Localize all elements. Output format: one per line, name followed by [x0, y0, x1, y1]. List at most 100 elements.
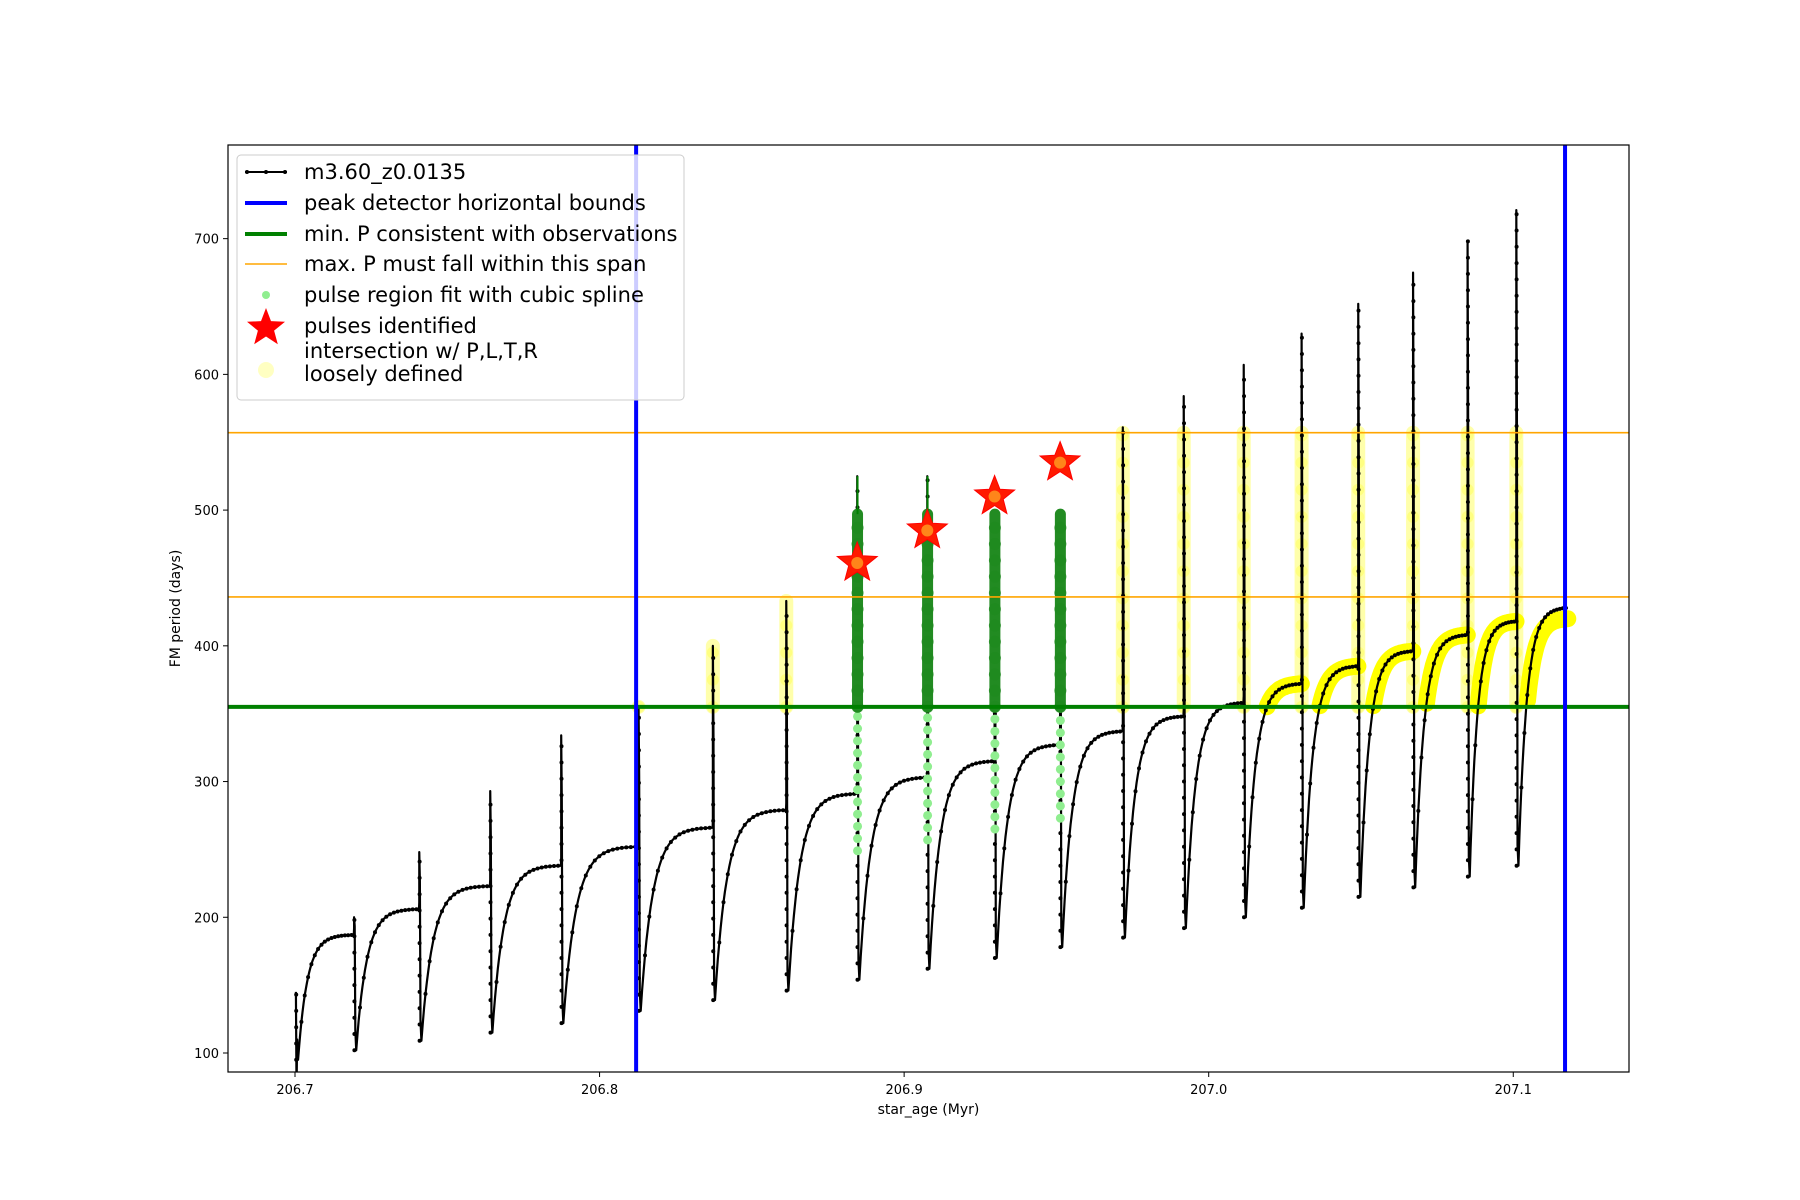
y-axis-label: FM period (days) — [168, 550, 184, 668]
model-track-point — [1356, 455, 1361, 460]
spline-point — [1054, 570, 1067, 583]
spline-point — [988, 635, 1001, 648]
model-track-point — [1179, 714, 1184, 719]
model-track-point — [1121, 675, 1126, 679]
model-track-point — [835, 793, 840, 798]
model-track-point — [939, 829, 944, 834]
model-track-point — [1411, 462, 1416, 466]
model-track-point — [427, 959, 432, 964]
model-track-point — [1392, 653, 1397, 658]
model-track-point — [855, 912, 860, 917]
model-track-point — [1232, 701, 1237, 706]
model-track-point — [1078, 764, 1083, 769]
model-track-point — [352, 934, 357, 939]
model-track-point — [1121, 723, 1126, 728]
x-axis-label: star_age (Myr) — [878, 1102, 980, 1118]
model-track-point — [711, 818, 716, 823]
model-track-point — [1273, 690, 1278, 695]
legend-label-line: intersection w/ P,L,T,R — [304, 339, 538, 363]
legend-handle-dot — [262, 291, 270, 299]
y-tick-label: 700 — [194, 233, 219, 248]
model-track-point — [1356, 504, 1361, 508]
model-track-point — [784, 874, 789, 879]
model-track-point — [1242, 410, 1246, 415]
spline-point — [988, 521, 1001, 534]
model-track-point — [1242, 557, 1246, 561]
model-track-point — [1484, 648, 1489, 653]
model-track-point — [1235, 701, 1240, 706]
model-track-point — [711, 900, 716, 905]
model-track-point — [1411, 413, 1416, 418]
model-track-point — [352, 983, 357, 988]
model-track-point — [583, 873, 588, 878]
model-track-point — [559, 744, 564, 749]
model-track-point — [1058, 831, 1063, 836]
model-track-point — [1299, 840, 1304, 845]
model-track-point — [294, 1057, 299, 1062]
model-track-point — [885, 791, 890, 796]
model-track-point — [628, 845, 633, 850]
model-track-point — [1287, 683, 1292, 688]
model-track-point — [1182, 486, 1186, 491]
model-track-point — [1411, 543, 1416, 548]
model-track-point — [647, 914, 652, 919]
model-track-point — [1071, 802, 1076, 807]
model-track-point — [794, 887, 799, 892]
legend-entry: intersection w/ P,L,T,R loosely defined — [258, 339, 538, 386]
model-track-point — [798, 858, 803, 863]
model-track-point — [302, 993, 307, 998]
model-track-point — [1242, 866, 1246, 871]
spline-point-light — [923, 786, 933, 796]
model-track-point — [1465, 776, 1470, 781]
model-track-point — [1121, 919, 1126, 924]
model-track-point — [488, 949, 493, 954]
model-track-point — [1356, 715, 1361, 720]
model-track-point — [1465, 695, 1470, 700]
model-track-point — [1299, 384, 1304, 389]
model-track-point — [958, 770, 963, 775]
model-track-point — [1299, 889, 1304, 894]
model-track-point — [1331, 673, 1335, 678]
model-track-point — [925, 852, 930, 857]
model-track-point — [1277, 687, 1282, 692]
spline-point-light — [923, 823, 933, 833]
model-track-point — [865, 873, 870, 878]
model-track-point — [1514, 733, 1519, 738]
model-track-point — [1182, 861, 1186, 865]
model-track-point — [1356, 878, 1361, 883]
model-track-point — [1356, 585, 1361, 590]
model-track-point — [488, 1030, 493, 1035]
model-track-point — [711, 802, 716, 807]
model-track-point — [1356, 324, 1361, 329]
model-track-point — [1182, 600, 1186, 605]
model-track-point — [1100, 732, 1104, 737]
model-track-point — [1411, 494, 1416, 499]
model-track-point — [1399, 650, 1404, 655]
model-track-point — [1405, 649, 1410, 654]
model-track-point — [734, 839, 739, 844]
model-track-point — [1411, 787, 1416, 792]
model-track-point — [1299, 905, 1304, 910]
spline-point-light — [853, 785, 863, 795]
model-track-point — [781, 808, 786, 813]
spline-point — [1054, 538, 1067, 551]
model-track-point — [1110, 730, 1115, 735]
legend-label: intersection w/ P,L,T,R loosely defined — [304, 339, 538, 386]
model-track-point — [790, 928, 795, 933]
model-track-point — [1305, 832, 1309, 837]
model-track-point — [559, 972, 564, 977]
model-track-point — [1465, 418, 1470, 423]
model-track-point — [655, 868, 660, 873]
spline-point-light — [853, 797, 863, 807]
model-track-point — [1481, 661, 1486, 665]
model-track-point — [559, 923, 564, 928]
model-track-point — [481, 884, 486, 889]
model-track-point — [1353, 664, 1358, 669]
series-m3.60_z0.0135 — [294, 209, 1568, 1072]
model-track-point — [1058, 749, 1063, 754]
model-track-point — [1006, 814, 1011, 819]
model-track-point — [435, 920, 440, 925]
model-track-point — [861, 916, 866, 921]
model-track-point — [925, 950, 930, 955]
model-track-point — [855, 831, 860, 836]
